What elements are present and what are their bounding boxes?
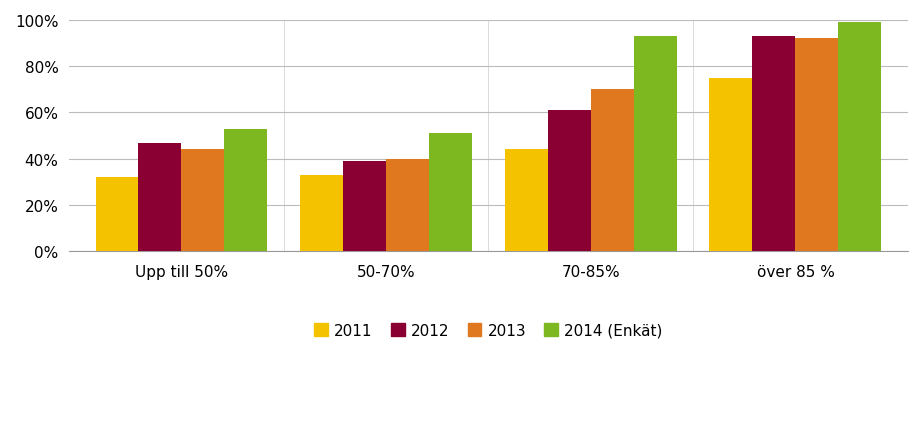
Bar — [386, 159, 429, 252]
Bar — [224, 130, 268, 252]
Bar — [138, 143, 182, 252]
Bar — [505, 150, 548, 252]
Bar — [591, 90, 634, 252]
Bar — [182, 150, 224, 252]
Bar — [300, 176, 343, 252]
Bar — [343, 162, 386, 252]
Bar — [634, 37, 677, 252]
Legend: 2011, 2012, 2013, 2014 (Enkät): 2011, 2012, 2013, 2014 (Enkät) — [308, 317, 669, 344]
Bar — [752, 37, 796, 252]
Bar — [429, 134, 472, 252]
Bar — [95, 178, 138, 252]
Bar — [548, 111, 591, 252]
Bar — [796, 40, 838, 252]
Bar — [838, 23, 881, 252]
Bar — [710, 79, 752, 252]
